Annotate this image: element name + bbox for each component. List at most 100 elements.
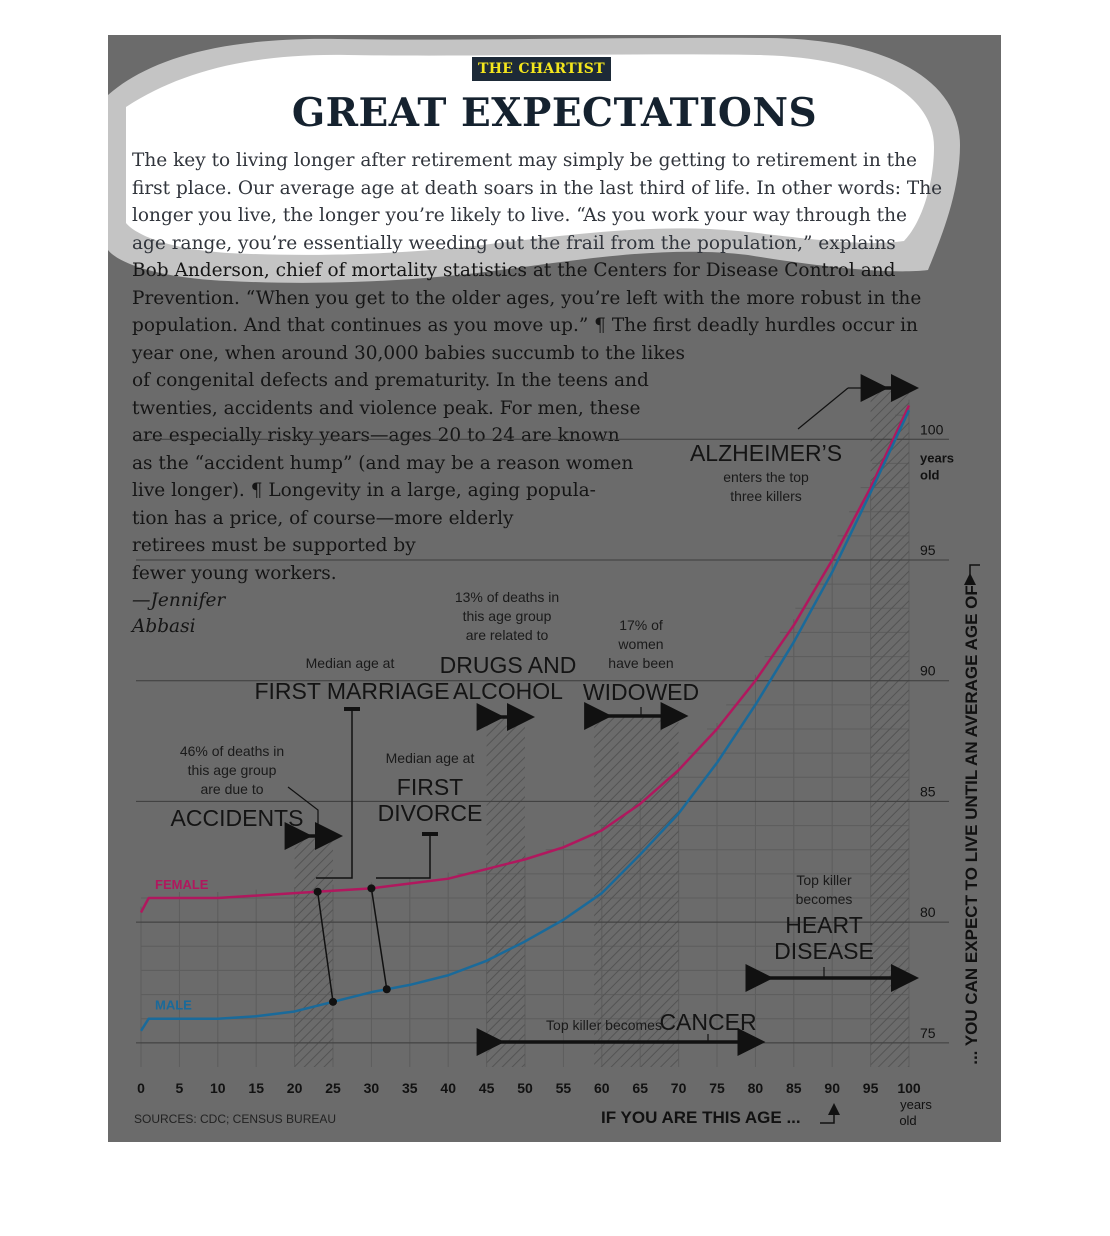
- cancer-label: CANCER: [659, 1009, 756, 1035]
- alzheimers-leader: [797, 387, 849, 430]
- accidents-label: ACCIDENTS: [171, 805, 304, 831]
- x-tick-label: 100: [897, 1080, 921, 1096]
- alzheimers-note: enters the top: [723, 469, 809, 485]
- x-tick-label: 5: [176, 1080, 184, 1096]
- body-line: fewer young workers.: [132, 563, 337, 584]
- alzheimers-note: three killers: [730, 488, 802, 504]
- y-tick-label: 100: [920, 421, 944, 437]
- y-tick-label: 75: [920, 1025, 936, 1041]
- hatched-bands: [294, 391, 909, 1067]
- body-line: Bob Anderson, chief of mortality statist…: [132, 260, 896, 281]
- x-tick-label: 40: [440, 1080, 456, 1096]
- heart-disease-label: DISEASE: [774, 938, 874, 964]
- male-label: MALE: [155, 998, 192, 1013]
- series-lines: FEMALE MALE: [139, 404, 911, 1032]
- female-line: [139, 404, 911, 914]
- drugs-alcohol-label: ALCOHOL: [453, 678, 563, 704]
- page-title: GREAT EXPECTATIONS: [291, 90, 818, 136]
- x-tick-label: 70: [671, 1080, 687, 1096]
- body-line: tion has a price, of course—more elderly: [132, 508, 514, 529]
- hatched-band: [870, 391, 909, 1067]
- hatched-band: [294, 835, 333, 1067]
- first-marriage-leader: [316, 709, 353, 879]
- chartist-badge: THE CHARTIST: [472, 57, 611, 81]
- heart-disease-note: Top killer: [796, 872, 852, 888]
- header-highlight-blob: [108, 37, 960, 283]
- accidents-note: are due to: [200, 781, 263, 797]
- accidents-note: 46% of deaths in: [180, 743, 284, 759]
- x-tick-label: 85: [786, 1080, 802, 1096]
- x-tick-label: 15: [248, 1080, 264, 1096]
- x-tick-label: 30: [364, 1080, 380, 1096]
- x-tick-label: 60: [594, 1080, 610, 1096]
- body-line: as the “accident hump” (and may be a rea…: [132, 453, 634, 474]
- first-divorce-dot-male: [382, 985, 391, 994]
- y-tick-label: 90: [920, 663, 936, 679]
- x-tick-label: 50: [517, 1080, 533, 1096]
- y-tick-label: 80: [920, 904, 936, 920]
- body-line: Prevention. “When you get to the older a…: [132, 288, 922, 309]
- x-tick-label: 95: [863, 1080, 879, 1096]
- life-expectancy-chart: FEMALE MALE 46% of deaths in this age grou…: [134, 374, 981, 1128]
- first-marriage-label: FIRST MARRIAGE: [254, 678, 449, 704]
- x-tick-label: 55: [556, 1080, 572, 1096]
- body-line: population. And that continues as you mo…: [132, 315, 918, 336]
- y-unit-label: years: [920, 450, 954, 465]
- drugs-alcohol-note: 13% of deaths in: [455, 589, 559, 605]
- first-divorce-link: [370, 888, 388, 990]
- body-line: are especially risky years—ages 20 to 24…: [132, 425, 620, 446]
- male-line: [139, 409, 911, 1032]
- x-unit-label: old: [899, 1113, 916, 1128]
- first-divorce-label: DIVORCE: [378, 800, 483, 826]
- x-tick-label: 0: [137, 1080, 145, 1096]
- cancer-note: Top killer becomes: [546, 1017, 662, 1033]
- body-line: twenties, accidents and violence peak. F…: [132, 398, 641, 419]
- first-marriage-dot-female: [313, 887, 322, 896]
- body-line: The key to living longer after retiremen…: [132, 150, 917, 171]
- x-axis-arrow: [820, 1103, 840, 1124]
- body-line: live longer). ¶ Longevity in a large, ag…: [132, 480, 596, 501]
- y-axis-title: ... YOU CAN EXPECT TO LIVE UNTIL AN AVER…: [962, 585, 981, 1065]
- body-line: of congenital defects and prematurity. I…: [132, 370, 649, 391]
- first-divorce-leader: [376, 834, 431, 879]
- heart-disease-note: becomes: [796, 891, 853, 907]
- body-line: longer you live, the longer you’re likel…: [132, 205, 907, 226]
- widowed-note: 17% of: [619, 617, 663, 633]
- body-line: retirees must be supported by: [132, 535, 416, 556]
- drugs-alcohol-label: DRUGS AND: [440, 652, 577, 678]
- first-divorce-note: Median age at: [386, 750, 475, 766]
- sources-label: SOURCES: CDC; CENSUS BUREAU: [134, 1112, 336, 1126]
- widowed-label: WIDOWED: [583, 679, 699, 705]
- x-tick-label: 20: [287, 1080, 303, 1096]
- infographic-panel: THE CHARTIST GREAT EXPECTATIONS The key …: [108, 35, 1001, 1142]
- hatched-band: [486, 717, 525, 1067]
- widowed-note: have been: [608, 655, 673, 671]
- body-line: age range, you’re essentially weeding ou…: [132, 233, 896, 254]
- first-marriage-note: Median age at: [306, 655, 395, 671]
- widowed-note: women: [617, 636, 663, 652]
- annotations: 46% of deaths in this age group are due to…: [171, 374, 919, 1056]
- byline: —Jennifer: [132, 590, 226, 611]
- x-tick-label: 80: [748, 1080, 764, 1096]
- x-tick-label: 65: [632, 1080, 648, 1096]
- first-divorce-dot-female: [367, 884, 376, 893]
- byline: Abbasi: [132, 616, 196, 637]
- alzheimers-label: ALZHEIMER’S: [690, 440, 842, 466]
- body-line: year one, when around 30,000 babies succ…: [132, 343, 685, 364]
- x-axis-title: IF YOU ARE THIS AGE ...: [601, 1108, 801, 1127]
- x-tick-label: 10: [210, 1080, 226, 1096]
- accidents-note: this age group: [188, 762, 277, 778]
- first-marriage-dot-male: [329, 997, 337, 1006]
- y-axis-arrow: [964, 564, 980, 585]
- x-tick-label: 25: [325, 1080, 341, 1096]
- drugs-alcohol-note: this age group: [463, 608, 552, 624]
- x-tick-label: 35: [402, 1080, 418, 1096]
- first-divorce-label: FIRST: [397, 774, 463, 800]
- drugs-alcohol-note: are related to: [466, 627, 549, 643]
- first-marriage-link: [316, 891, 334, 1002]
- x-tick-label: 45: [479, 1080, 495, 1096]
- y-unit-label: old: [920, 467, 940, 482]
- y-tick-label: 85: [920, 783, 936, 799]
- heart-disease-label: HEART: [785, 912, 863, 938]
- x-unit-label: years: [900, 1097, 932, 1112]
